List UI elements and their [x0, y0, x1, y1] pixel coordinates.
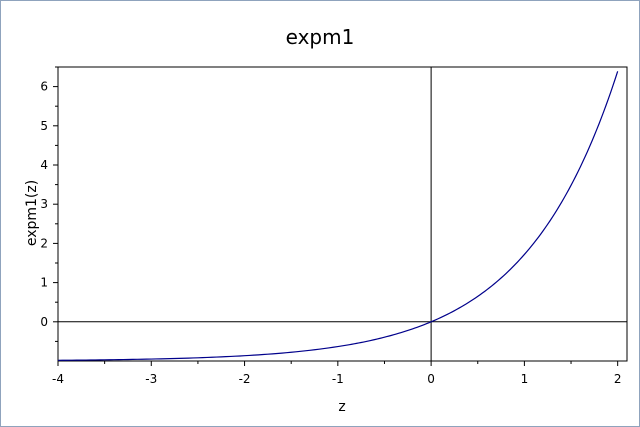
x-tick-label: 2 [614, 372, 622, 386]
x-tick-label: -1 [332, 372, 344, 386]
y-tick-label: 4 [40, 158, 48, 172]
y-tick-label: 1 [40, 276, 48, 290]
y-axis-ticks: 0 1 2 3 4 5 6 [40, 66, 58, 342]
y-tick-label: 6 [40, 80, 48, 94]
x-tick-label: 1 [521, 372, 529, 386]
y-tick-label: 2 [40, 236, 48, 250]
x-tick-label: 0 [427, 372, 435, 386]
x-tick-label: -4 [52, 372, 64, 386]
y-tick-label: 3 [40, 197, 48, 211]
x-axis-ticks: -4 -3 -2 -1 0 1 2 [52, 361, 621, 386]
x-tick-label: -2 [239, 372, 251, 386]
y-tick-label: 0 [40, 315, 48, 329]
y-axis-title: expm1(z) [24, 180, 40, 246]
chart-title: expm1 [286, 25, 355, 49]
x-axis-title: z [338, 399, 345, 415]
plot-area-border [57, 66, 628, 362]
reference-lines [58, 67, 627, 361]
series-line [57, 71, 619, 361]
series-layer [57, 71, 619, 361]
y-tick-label: 5 [40, 119, 48, 133]
x-tick-label: -3 [145, 372, 157, 386]
